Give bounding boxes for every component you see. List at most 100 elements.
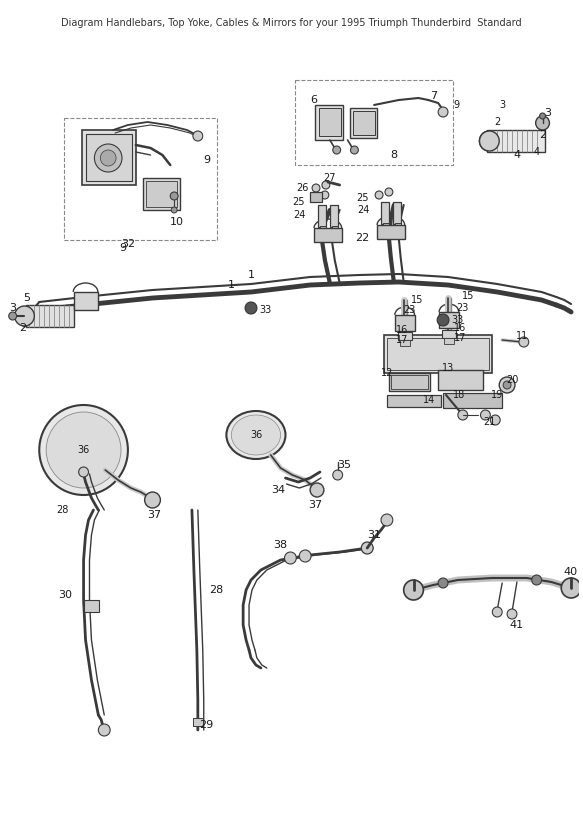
Circle shape xyxy=(100,150,116,166)
Bar xyxy=(400,340,410,346)
Text: 12: 12 xyxy=(381,368,394,378)
Text: 15: 15 xyxy=(462,291,474,301)
Bar xyxy=(315,105,343,140)
Text: 36: 36 xyxy=(78,445,90,455)
Text: 14: 14 xyxy=(423,395,435,405)
Circle shape xyxy=(492,607,502,617)
Text: 13: 13 xyxy=(442,363,454,373)
Text: 9: 9 xyxy=(453,100,459,110)
Circle shape xyxy=(490,415,500,425)
Circle shape xyxy=(403,580,423,600)
Circle shape xyxy=(193,131,203,141)
Bar xyxy=(353,111,375,135)
Bar xyxy=(320,226,326,234)
Text: 9: 9 xyxy=(203,155,210,165)
Text: 26: 26 xyxy=(296,183,308,193)
Text: 5: 5 xyxy=(23,293,30,303)
Circle shape xyxy=(46,412,121,488)
Circle shape xyxy=(536,116,549,130)
Bar xyxy=(143,178,180,210)
Bar xyxy=(318,205,326,227)
Circle shape xyxy=(245,302,257,314)
Circle shape xyxy=(479,131,499,151)
Circle shape xyxy=(503,381,511,389)
Bar xyxy=(332,226,338,234)
Bar xyxy=(377,225,405,239)
Text: 1: 1 xyxy=(228,280,235,290)
Bar xyxy=(193,718,203,726)
Bar xyxy=(387,338,489,370)
Text: 19: 19 xyxy=(491,390,503,400)
Circle shape xyxy=(171,207,177,213)
Circle shape xyxy=(333,470,343,480)
Text: 37: 37 xyxy=(147,510,161,520)
Bar xyxy=(444,338,454,344)
Circle shape xyxy=(458,410,468,420)
Bar xyxy=(349,108,377,138)
Circle shape xyxy=(299,550,311,562)
Text: 21: 21 xyxy=(483,417,496,427)
Bar xyxy=(296,80,453,165)
Text: 28: 28 xyxy=(209,585,224,595)
Text: 7: 7 xyxy=(430,91,437,101)
Text: 4: 4 xyxy=(533,147,540,157)
Text: 17: 17 xyxy=(396,335,409,345)
Text: 23: 23 xyxy=(403,305,416,315)
Text: 16: 16 xyxy=(396,325,409,335)
Circle shape xyxy=(507,609,517,619)
Bar xyxy=(398,332,412,340)
Circle shape xyxy=(385,188,393,196)
Bar xyxy=(389,373,430,391)
Bar xyxy=(314,228,342,242)
Text: 32: 32 xyxy=(121,239,135,249)
Circle shape xyxy=(145,492,160,508)
Circle shape xyxy=(79,467,89,477)
Bar xyxy=(391,375,429,389)
Circle shape xyxy=(94,144,122,172)
Bar xyxy=(443,393,502,408)
Bar xyxy=(83,600,99,612)
Text: 4: 4 xyxy=(514,150,521,160)
Text: 20: 20 xyxy=(506,375,518,385)
Circle shape xyxy=(519,337,529,347)
Ellipse shape xyxy=(226,411,286,459)
Bar xyxy=(438,370,483,390)
Circle shape xyxy=(438,107,448,117)
Bar xyxy=(442,330,456,338)
Text: 25: 25 xyxy=(357,193,369,203)
Text: 22: 22 xyxy=(355,233,370,243)
Text: 2: 2 xyxy=(19,323,26,333)
Circle shape xyxy=(333,146,340,154)
Bar xyxy=(73,292,99,310)
Text: 35: 35 xyxy=(338,460,352,470)
Circle shape xyxy=(361,542,373,554)
Circle shape xyxy=(437,314,449,326)
Text: 33: 33 xyxy=(259,305,272,315)
Text: 36: 36 xyxy=(250,430,262,440)
Circle shape xyxy=(311,194,319,202)
Text: 18: 18 xyxy=(453,390,465,400)
Text: 15: 15 xyxy=(411,295,423,305)
Text: 31: 31 xyxy=(367,530,381,540)
Circle shape xyxy=(532,575,542,585)
Circle shape xyxy=(438,578,448,588)
Bar xyxy=(395,223,401,231)
Text: 3: 3 xyxy=(9,303,16,313)
Text: 23: 23 xyxy=(456,303,469,313)
Circle shape xyxy=(322,181,330,189)
Bar xyxy=(26,305,73,327)
Circle shape xyxy=(312,184,320,192)
Circle shape xyxy=(321,191,329,199)
Circle shape xyxy=(350,146,359,154)
Text: 11: 11 xyxy=(516,331,528,341)
Text: 16: 16 xyxy=(454,323,466,333)
Text: Diagram Handlebars, Top Yoke, Cables & Mirrors for your 1995 Triumph Thunderbird: Diagram Handlebars, Top Yoke, Cables & M… xyxy=(61,18,522,28)
Text: 33: 33 xyxy=(452,315,464,325)
Text: 28: 28 xyxy=(57,505,69,515)
Circle shape xyxy=(480,410,490,420)
Bar xyxy=(86,134,132,181)
Text: 27: 27 xyxy=(324,173,336,183)
Bar xyxy=(393,202,401,224)
Bar xyxy=(330,205,338,227)
Bar xyxy=(387,395,441,407)
